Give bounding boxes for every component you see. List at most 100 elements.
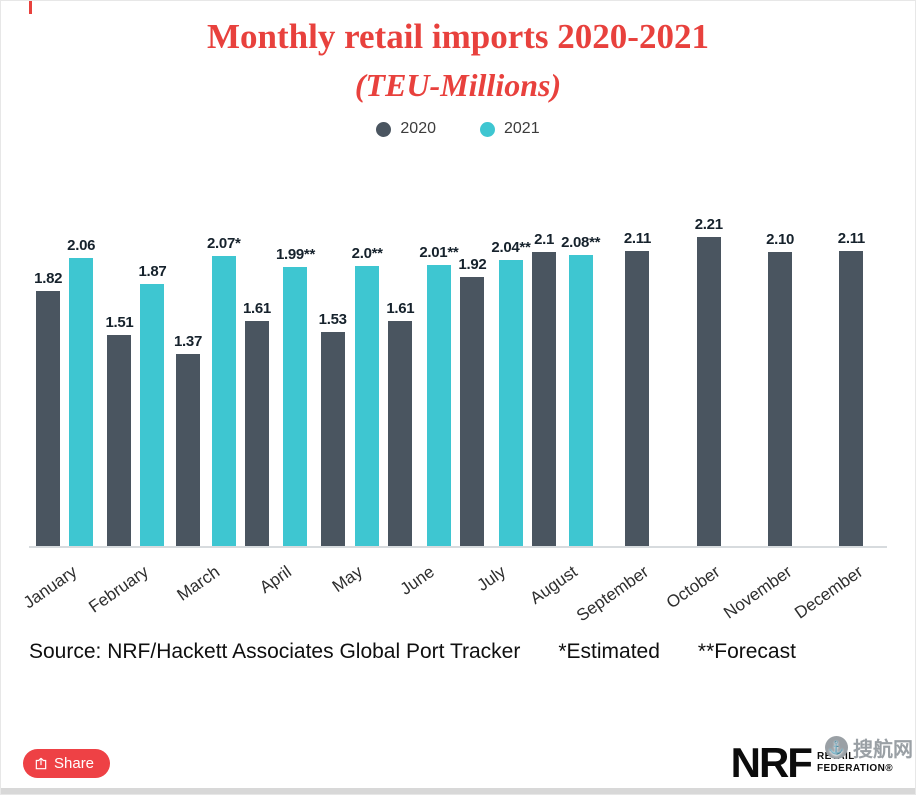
bar-value-label: 1.82 <box>34 270 63 287</box>
bar-column: 1.37 <box>174 333 202 546</box>
bar-2020 <box>244 321 269 546</box>
bar-2021 <box>283 267 308 546</box>
bar-value-label: 2.01** <box>419 244 459 261</box>
bar-2020 <box>768 252 793 546</box>
bar-2020 <box>839 251 864 546</box>
red-tick-decoration <box>29 1 32 14</box>
x-axis-label: December <box>791 562 867 623</box>
bar-group: 1.53 2.0** <box>315 245 386 546</box>
bar-2020 <box>388 321 413 546</box>
nrf-federation-text: FEDERATION® <box>816 763 893 775</box>
bar-value-label: 1.61 <box>242 300 271 317</box>
bar-2020 <box>532 252 557 546</box>
share-icon <box>34 757 48 771</box>
forecast-note: **Forecast <box>697 640 796 663</box>
bar-2021 <box>498 260 523 546</box>
chart-subtitle: (TEU-Millions) <box>354 67 562 103</box>
bar-value-label: 2.0** <box>351 245 383 262</box>
bar-column: 2.1 <box>532 231 557 546</box>
bar-value-label: 1.92 <box>458 256 487 273</box>
x-axis-label: February <box>84 562 152 617</box>
bar-group: 1.61 2.01** <box>386 244 459 546</box>
x-axis-label: May <box>328 562 366 596</box>
watermark-anchor-icon: ⚓ <box>825 736 848 759</box>
legend-dot-2020-icon <box>376 121 392 137</box>
bar-value-label: 1.51 <box>105 314 134 331</box>
watermark-text: 搜航网 <box>853 739 913 761</box>
nrf-logo-text: NRF <box>730 739 813 787</box>
bar-value-label: 1.87 <box>138 263 167 280</box>
x-axis-label: August <box>526 562 581 608</box>
bar-column: 1.53 <box>319 311 347 546</box>
bar-value-label: 2.06 <box>67 237 96 254</box>
bar-column: 1.87 <box>138 263 167 546</box>
x-axis-label: April <box>255 562 295 598</box>
watermark: ⚓ 搜航网 <box>825 733 913 762</box>
bar-value-label: 2.21 <box>694 216 723 233</box>
bar-column: 2.11 <box>838 230 865 546</box>
bar-2020 <box>625 251 650 546</box>
bar-group: 2.21 <box>673 216 744 546</box>
bar-column: 2.01** <box>419 244 459 546</box>
bar-value-label: 2.11 <box>837 230 865 247</box>
bar-2020 <box>460 277 485 546</box>
bar-value-label: 2.07* <box>207 235 241 252</box>
bar-column: 2.11 <box>624 230 651 546</box>
bar-2020 <box>107 335 132 546</box>
bar-column: 1.51 <box>105 314 134 546</box>
bottom-edge-strip <box>1 788 915 794</box>
bar-group: 1.37 2.07* <box>172 235 243 546</box>
bar-group: 1.82 2.06 <box>29 237 100 546</box>
legend-dot-2021-icon <box>480 121 495 137</box>
bar-value-label: 2.1 <box>534 231 555 248</box>
bar-group: 1.51 1.87 <box>100 263 171 546</box>
source-text: Source: NRF/Hackett Associates Global Po… <box>29 640 521 663</box>
bar-2021 <box>426 265 451 546</box>
bar-column: 2.10 <box>766 231 794 546</box>
bar-2021 <box>355 266 380 546</box>
bar-group: 2.1 2.08** <box>530 231 601 546</box>
x-axis-label: October <box>663 562 724 613</box>
share-button[interactable]: Share <box>23 749 111 778</box>
bar-2021 <box>140 284 165 546</box>
bar-group: 2.10 <box>744 231 815 546</box>
x-axis-label: September <box>572 562 652 626</box>
bar-value-label: 2.10 <box>766 231 795 248</box>
bar-value-label: 2.04** <box>491 239 531 256</box>
bar-2021 <box>211 256 236 546</box>
legend: 2020 2021 <box>1 120 915 138</box>
bar-value-label: 1.99** <box>275 246 316 263</box>
bar-2020 <box>36 291 61 546</box>
bar-2021 <box>69 258 94 546</box>
legend-label-2020: 2020 <box>400 120 436 137</box>
bar-value-label: 1.37 <box>174 333 202 350</box>
legend-label-2021: 2021 <box>504 120 540 137</box>
bar-column: 1.61 <box>243 300 271 546</box>
x-axis-label: January <box>19 562 80 613</box>
x-axis-label: March <box>173 562 223 605</box>
share-label: Share <box>54 755 95 772</box>
bar-column: 2.04** <box>491 239 531 546</box>
bar-column: 1.82 <box>34 270 62 546</box>
bar-2020 <box>176 354 200 546</box>
bar-column: 1.92 <box>458 256 487 546</box>
bar-group: 2.11 <box>602 230 673 546</box>
bar-2020 <box>320 332 345 546</box>
bar-chart: 1.82 2.06 1.51 1.87 1.37 2.07* 1.61 1.99** 1.53 2… <box>19 180 887 636</box>
bar-column: 1.61 <box>386 300 415 546</box>
bar-column: 1.99** <box>276 246 315 546</box>
bar-value-label: 2.08** <box>561 234 601 251</box>
bar-column: 2.0** <box>352 245 383 546</box>
x-axis-label: November <box>719 562 795 623</box>
bar-group: 2.11 <box>816 230 887 546</box>
x-axis-label: July <box>473 562 509 595</box>
bar-groups: 1.82 2.06 1.51 1.87 1.37 2.07* 1.61 1.99** 1.53 2… <box>29 180 887 548</box>
bar-group: 1.61 1.99** <box>243 246 315 546</box>
bar-value-label: 2.11 <box>623 230 652 247</box>
bar-2020 <box>696 237 721 546</box>
bar-2021 <box>568 255 593 546</box>
x-axis-label: June <box>396 562 438 599</box>
legend-item-2021: 2021 <box>480 120 540 138</box>
bar-column: 2.08** <box>561 234 600 546</box>
